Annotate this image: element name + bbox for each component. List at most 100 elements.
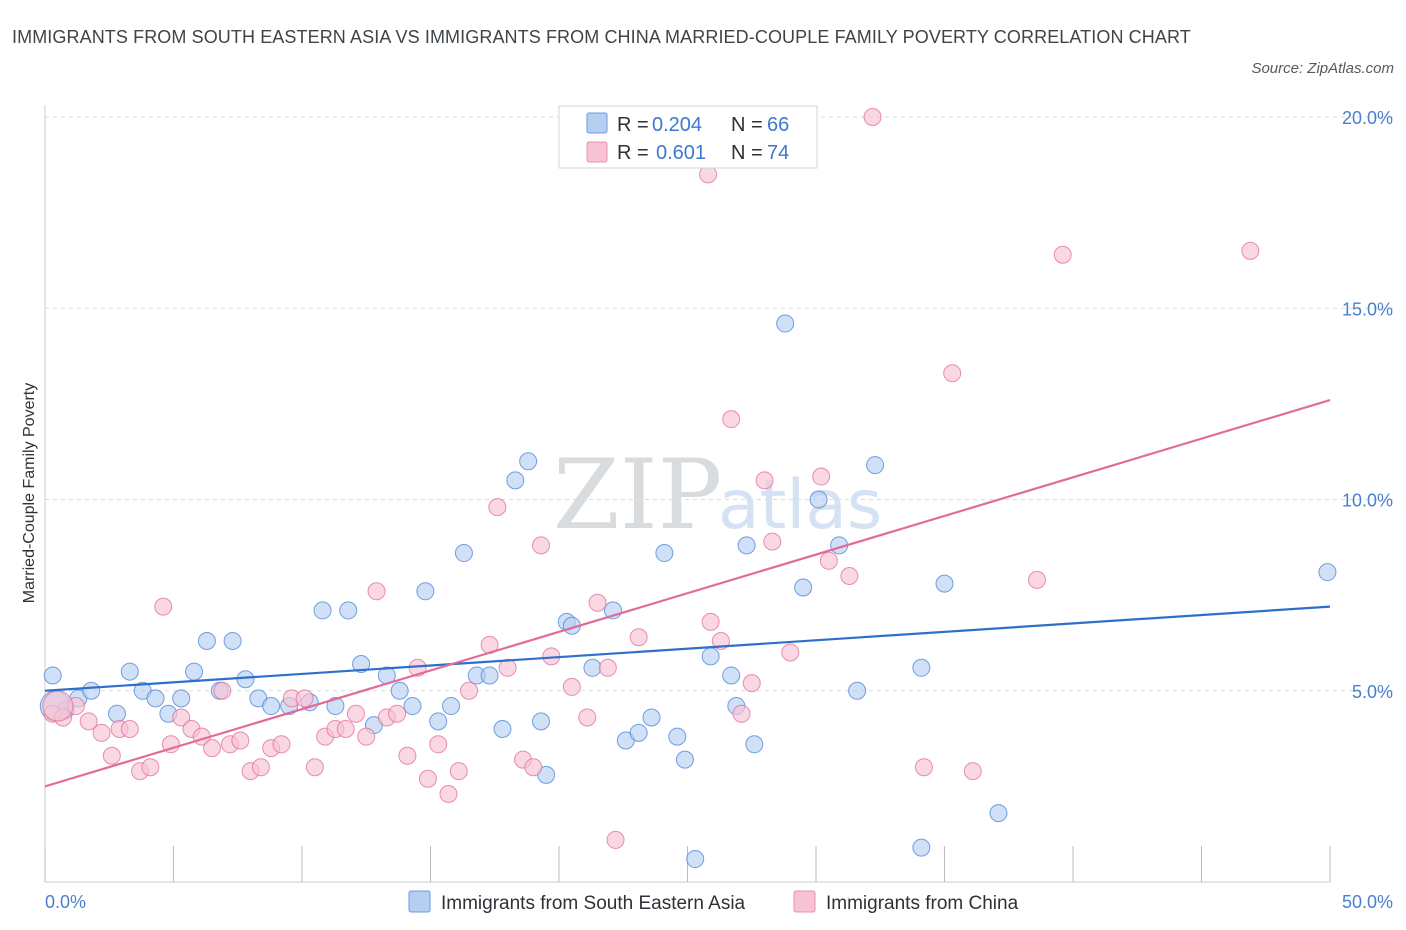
- china-point-63: [812, 467, 831, 486]
- data-points: [39, 108, 1337, 869]
- watermark-zip: ZIP: [553, 439, 722, 551]
- china-point-34: [398, 746, 417, 765]
- sea-point-44: [642, 708, 661, 727]
- legend-r-value-pink: 0.601: [656, 142, 706, 164]
- china-point-36: [418, 769, 437, 788]
- china-point-9: [141, 758, 160, 777]
- legend-swatch-blue: [586, 112, 608, 134]
- china-point-5: [102, 746, 121, 765]
- legend-r-value-blue: 0.204: [652, 114, 702, 136]
- sea-point-26: [403, 697, 422, 716]
- legend-n-label-pink: N =: [731, 142, 763, 164]
- china-point-57: [722, 410, 741, 429]
- sea-point-21: [339, 601, 358, 620]
- china-point-29: [346, 704, 365, 723]
- x-tick-label-min: 0.0%: [45, 892, 86, 912]
- china-point-53: [629, 628, 648, 647]
- sea-point-47: [675, 750, 694, 769]
- sea-point-30: [454, 544, 473, 563]
- china-point-68: [943, 364, 962, 383]
- sea-point-16: [262, 697, 281, 716]
- china-point-16: [213, 681, 232, 700]
- china-point-50: [588, 593, 607, 612]
- sea-point-5: [120, 662, 139, 681]
- sea-point-61: [912, 658, 931, 677]
- sea-point-45: [655, 544, 674, 563]
- china-point-25: [305, 758, 324, 777]
- china-point-73: [42, 690, 74, 722]
- y-tick-label-10: 10.0%: [1342, 491, 1393, 511]
- china-point-37: [429, 735, 448, 754]
- china-point-46: [532, 536, 551, 555]
- sea-point-49: [701, 647, 720, 666]
- sea-point-34: [506, 471, 525, 490]
- china-point-67: [914, 758, 933, 777]
- china-point-3: [79, 712, 98, 731]
- sea-point-54: [776, 314, 795, 333]
- china-point-10: [154, 597, 173, 616]
- sea-point-10: [185, 662, 204, 681]
- china-point-72: [1241, 241, 1260, 260]
- sea-point-36: [532, 712, 551, 731]
- series-legend-label-pink: Immigrants from China: [826, 893, 1019, 914]
- china-point-15: [203, 739, 222, 758]
- sea-point-13: [223, 632, 242, 651]
- china-point-60: [755, 471, 774, 490]
- sea-point-19: [313, 601, 332, 620]
- china-point-12: [172, 708, 191, 727]
- china-point-69: [963, 762, 982, 781]
- china-trend-line: [44, 398, 1331, 788]
- source-label: Source: ZipAtlas.com: [1251, 60, 1394, 77]
- sea-point-56: [809, 490, 828, 509]
- china-point-64: [819, 551, 838, 570]
- sea-point-25: [390, 681, 409, 700]
- china-point-45: [524, 758, 543, 777]
- sea-point-46: [668, 727, 687, 746]
- sea-point-29: [442, 697, 461, 716]
- y-tick-label-15: 15.0%: [1342, 299, 1393, 319]
- series-legend: Immigrants from South Eastern Asia Immig…: [408, 890, 1019, 914]
- sea-point-33: [493, 720, 512, 738]
- sea-point-50: [722, 666, 741, 685]
- china-point-42: [488, 498, 507, 517]
- china-point-71: [1053, 245, 1072, 264]
- chart-title: IMMIGRANTS FROM SOUTH EASTERN ASIA VS IM…: [12, 27, 1191, 47]
- china-point-49: [578, 708, 597, 727]
- china-point-52: [606, 830, 625, 849]
- stats-legend: R = 0.204 N = 66 R = 0.601 N = 74: [558, 105, 818, 169]
- legend-n-value-pink: 74: [767, 142, 789, 164]
- china-point-11: [161, 735, 180, 754]
- gridlines: [45, 116, 1393, 692]
- sea-point-9: [172, 689, 191, 708]
- sea-point-4: [107, 704, 126, 723]
- sea-point-60: [912, 838, 931, 857]
- legend-r-label-blue: R =: [617, 114, 649, 136]
- sea-point-55: [794, 578, 813, 597]
- china-point-7: [120, 720, 139, 738]
- china-point-33: [388, 704, 407, 723]
- watermark-atlas: atlas: [718, 466, 882, 545]
- sea-point-22: [352, 654, 371, 673]
- x-tick-label-max: 50.0%: [1342, 892, 1393, 912]
- china-point-31: [367, 582, 386, 601]
- china-point-70: [1028, 570, 1047, 589]
- china-point-48: [562, 677, 581, 696]
- china-point-24: [295, 689, 314, 708]
- y-tick-labels: 5.0% 10.0% 15.0% 20.0%: [1342, 108, 1393, 702]
- china-point-58: [732, 704, 751, 723]
- sea-point-58: [848, 681, 867, 700]
- legend-n-label-blue: N =: [731, 114, 763, 136]
- sea-point-59: [866, 456, 885, 475]
- trend-lines: [44, 398, 1331, 788]
- sea-point-3: [82, 681, 101, 700]
- sea-point-20: [326, 697, 345, 716]
- watermark: ZIP atlas: [553, 439, 882, 551]
- china-point-30: [357, 727, 376, 746]
- china-point-61: [763, 532, 782, 551]
- china-point-55: [701, 612, 720, 631]
- china-point-43: [498, 658, 517, 677]
- china-point-28: [336, 720, 355, 738]
- china-point-22: [272, 735, 291, 754]
- sea-point-32: [480, 666, 499, 685]
